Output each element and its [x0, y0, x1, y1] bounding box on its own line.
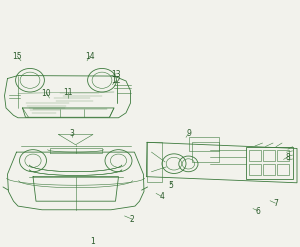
- Bar: [246, 147, 292, 179]
- Text: 15: 15: [12, 52, 22, 61]
- Text: 14: 14: [85, 52, 95, 61]
- Text: 2: 2: [130, 215, 134, 224]
- Text: 3: 3: [70, 129, 74, 138]
- Bar: [192, 142, 219, 162]
- Text: 7: 7: [274, 199, 278, 208]
- Text: 13: 13: [112, 70, 121, 79]
- Text: 1: 1: [91, 237, 95, 246]
- Bar: [263, 150, 275, 161]
- Text: 8: 8: [286, 153, 290, 162]
- Text: 11: 11: [63, 88, 72, 97]
- Text: 10: 10: [42, 89, 51, 98]
- Bar: [189, 137, 219, 151]
- Bar: [278, 165, 289, 175]
- Bar: [263, 165, 275, 175]
- Bar: [249, 150, 261, 161]
- Bar: [249, 165, 261, 175]
- Text: 5: 5: [169, 181, 173, 190]
- Text: 4: 4: [160, 192, 164, 201]
- Bar: [278, 150, 289, 161]
- Text: 12: 12: [112, 77, 121, 85]
- Text: 6: 6: [256, 206, 260, 215]
- Text: 9: 9: [187, 129, 191, 138]
